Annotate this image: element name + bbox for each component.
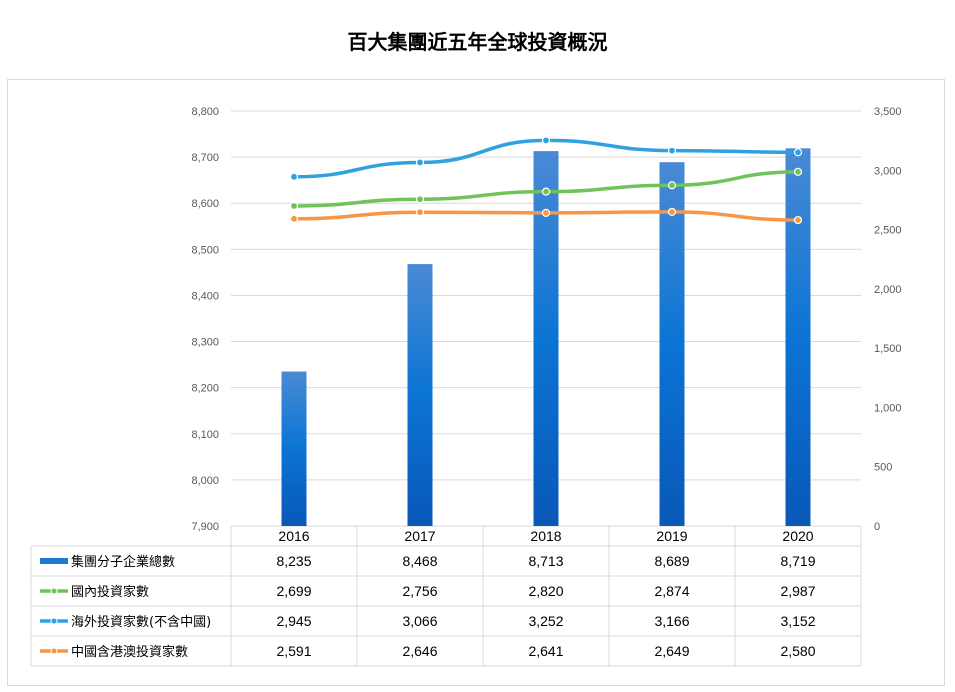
legend-label: 中國含港澳投資家數 (71, 644, 188, 660)
series-point (415, 195, 425, 204)
y-left-tick-label: 8,500 (191, 244, 219, 256)
data-table-value: 3,252 (528, 613, 563, 629)
y-left-tick-label: 8,100 (191, 429, 219, 441)
bar (281, 371, 307, 526)
y-right-tick-label: 1,500 (874, 343, 902, 355)
data-table-value: 2,756 (402, 583, 437, 599)
series-point (289, 214, 299, 223)
legend-label: 國內投資家數 (71, 584, 149, 600)
y-left-tick-label: 8,300 (191, 337, 219, 349)
series-point (793, 148, 803, 157)
data-table-value: 2,580 (780, 643, 815, 659)
data-table-value: 2,646 (402, 643, 437, 659)
bar (407, 264, 433, 526)
y-right-tick-label: 0 (874, 521, 880, 533)
data-table-value: 2,591 (276, 643, 311, 659)
y-left-tick-label: 8,000 (191, 475, 219, 487)
data-table-value: 2,649 (654, 643, 689, 659)
x-category-label: 2016 (278, 528, 309, 544)
series-point (541, 208, 551, 217)
data-table-value: 8,719 (780, 553, 815, 569)
data-table-value: 2,699 (276, 583, 311, 599)
y-left-tick-label: 8,200 (191, 383, 219, 395)
data-table-value: 8,235 (276, 553, 311, 569)
series-point (415, 158, 425, 167)
data-table-value: 8,689 (654, 553, 689, 569)
legend-label: 海外投資家數(不含中國) (71, 614, 211, 630)
series-point (415, 208, 425, 217)
x-category-label: 2020 (782, 528, 813, 544)
y-left-tick-label: 8,600 (191, 198, 219, 210)
legend-key-marker (50, 647, 58, 655)
series-point (667, 181, 677, 190)
y-right-tick-label: 500 (874, 462, 892, 474)
y-right-tick-label: 3,000 (874, 165, 902, 177)
data-table-value: 2,641 (528, 643, 563, 659)
series-point (289, 201, 299, 211)
y-right-tick-label: 3,500 (874, 106, 902, 118)
chart-title: 百大集團近五年全球投資概況 (347, 30, 608, 54)
series-point (793, 215, 803, 225)
data-table-value: 2,945 (276, 613, 311, 629)
data-table-value: 8,713 (528, 553, 563, 569)
legend-key (40, 558, 68, 564)
data-table-value: 3,152 (780, 613, 815, 629)
chart-frame (7, 79, 945, 686)
y-left-tick-label: 8,700 (191, 152, 219, 164)
x-category-label: 2018 (530, 528, 561, 544)
series-point (541, 136, 551, 145)
y-right-tick-label: 1,000 (874, 402, 902, 414)
data-table-value: 3,066 (402, 613, 437, 629)
y-left-tick-label: 8,800 (191, 106, 219, 118)
series-point (667, 207, 677, 217)
data-table-value: 3,166 (654, 613, 689, 629)
legend-label: 集團分子企業總數 (71, 554, 175, 570)
data-table-value: 2,820 (528, 583, 563, 599)
y-right-tick-label: 2,500 (874, 225, 902, 237)
y-left-tick-label: 7,900 (191, 521, 219, 533)
data-table-value: 2,874 (654, 583, 689, 599)
x-category-label: 2019 (656, 528, 687, 544)
bar (659, 162, 685, 526)
legend-key-marker (50, 587, 58, 595)
series-point (667, 146, 677, 155)
legend-key-marker (50, 617, 58, 625)
x-category-label: 2017 (404, 528, 435, 544)
series-point (793, 167, 803, 176)
data-table-value: 2,987 (780, 583, 815, 599)
series-point (289, 172, 299, 181)
series-point (541, 187, 551, 196)
bar (533, 151, 559, 526)
y-left-tick-label: 8,400 (191, 290, 219, 302)
data-table-value: 8,468 (402, 553, 437, 569)
bar (785, 148, 811, 526)
y-right-tick-label: 2,000 (874, 284, 902, 296)
